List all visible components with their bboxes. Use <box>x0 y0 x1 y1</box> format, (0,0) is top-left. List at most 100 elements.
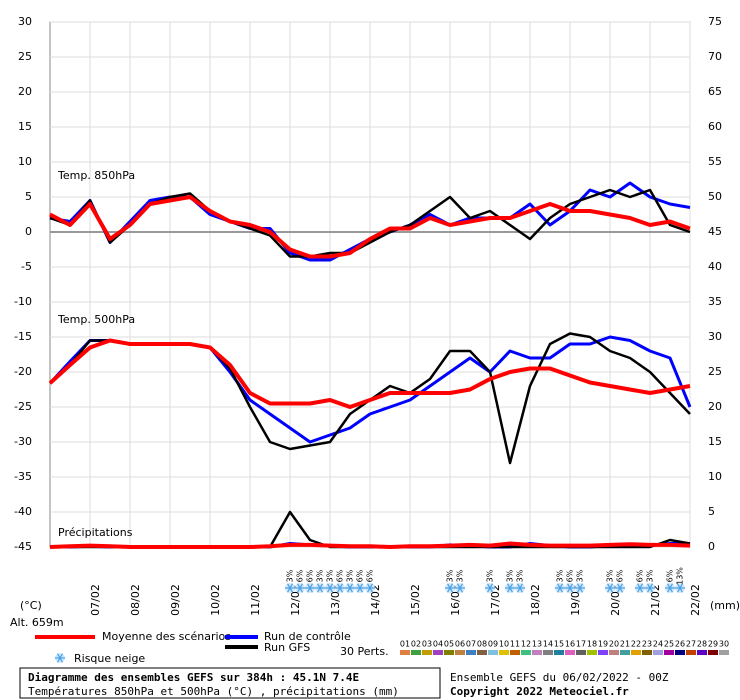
chart-subtitle: Températures 850hPa et 500hPa (°C) , pré… <box>28 685 399 698</box>
y2-tick-label: 10 <box>708 470 722 483</box>
snow-marker <box>455 583 465 593</box>
snowflake-arm <box>576 583 584 593</box>
pert-label: 26 <box>675 640 685 649</box>
snowflake-arm <box>446 583 454 593</box>
y-tick-label: 10 <box>18 155 32 168</box>
snow-marker <box>365 583 375 593</box>
x-tick-label: 22/02 <box>689 584 702 616</box>
snow-marker <box>445 583 455 593</box>
pert-label: 08 <box>477 640 487 649</box>
pert-label: 23 <box>642 640 652 649</box>
pert-label: 14 <box>543 640 553 649</box>
legend-label: Run de contrôle <box>264 630 351 643</box>
y-tick-label: -40 <box>14 505 32 518</box>
pert-swatch <box>455 650 465 655</box>
snow-label: 6% <box>616 569 625 582</box>
pert-label: 04 <box>433 640 443 649</box>
snow-label: 3% <box>516 569 525 582</box>
pert-swatch <box>631 650 641 655</box>
snow-label: 3% <box>606 569 615 582</box>
pert-swatch <box>488 650 498 655</box>
snowflake-arm <box>306 583 314 593</box>
snow-marker <box>295 583 305 593</box>
snow-label: 6% <box>636 569 645 582</box>
pert-swatch <box>543 650 553 655</box>
pert-swatch <box>609 650 619 655</box>
pert-swatch <box>653 650 663 655</box>
copyright: Copyright 2022 Meteociel.fr <box>450 685 629 698</box>
y-tick-label: -30 <box>14 435 32 448</box>
pert-label: 25 <box>664 640 674 649</box>
y-unit: (°C) <box>20 599 42 612</box>
legend-label: Moyenne des scénarios <box>102 630 231 643</box>
snow-marker <box>325 583 335 593</box>
x-tick-label: 15/02 <box>409 584 422 616</box>
pert-label: 18 <box>587 640 597 649</box>
pert-swatch <box>598 650 608 655</box>
pert-label: 11 <box>510 640 520 649</box>
pert-swatch <box>664 650 674 655</box>
title-box <box>19 667 441 699</box>
snow-label: 13% <box>676 567 685 585</box>
snow-marker <box>335 583 345 593</box>
snowflake-arm <box>606 583 614 593</box>
pert-label: 16 <box>565 640 575 649</box>
series-line <box>48 338 691 409</box>
x-tick-label: 09/02 <box>169 584 182 616</box>
y2-tick-label: 20 <box>708 400 722 413</box>
x-tick-label: 10/02 <box>209 584 222 616</box>
snowflake-arm <box>456 583 464 593</box>
y-tick-label: 15 <box>18 120 32 133</box>
y-tick-label: -25 <box>14 400 32 413</box>
snow-label: 3% <box>486 569 495 582</box>
y2-tick-label: 0 <box>708 540 715 553</box>
pert-swatch <box>422 650 432 655</box>
y2-tick-label: 30 <box>708 330 722 343</box>
y2-tick-label: 25 <box>708 365 722 378</box>
snow-label: 6% <box>306 569 315 582</box>
chart-title: Diagramme des ensembles GEFS sur 384h : … <box>28 671 359 684</box>
snow-marker <box>355 583 365 593</box>
series-line <box>49 195 691 259</box>
pert-label: 15 <box>554 640 564 649</box>
snowflake-arm <box>286 583 294 593</box>
pert-swatch <box>642 650 652 655</box>
y2-tick-label: 50 <box>708 190 722 203</box>
pert-swatch <box>697 650 707 655</box>
pert-swatch <box>521 650 531 655</box>
pert-label: 20 <box>609 640 619 649</box>
pert-label: 28 <box>697 640 707 649</box>
snow-marker <box>605 583 615 593</box>
pert-swatch <box>587 650 597 655</box>
snow-marker <box>505 583 515 593</box>
pert-label: 01 <box>400 640 410 649</box>
pert-swatch <box>719 650 729 655</box>
snow-marker <box>615 583 625 593</box>
x-tick-label: 11/02 <box>249 584 262 616</box>
snowflake-arm <box>516 583 524 593</box>
snowflake-arm <box>616 583 624 593</box>
snowflake-arm <box>366 583 374 593</box>
pert-label: 12 <box>521 640 531 649</box>
snow-marker <box>305 583 315 593</box>
snow-label: 3% <box>346 569 355 582</box>
y-tick-label: 30 <box>18 15 32 28</box>
x-tick-label: 18/02 <box>529 584 542 616</box>
pert-swatch <box>444 650 454 655</box>
snowflake-arm <box>336 583 344 593</box>
y-tick-label: -20 <box>14 365 32 378</box>
pert-label: 13 <box>532 640 542 649</box>
snow-marker <box>675 583 685 593</box>
pert-label: 07 <box>466 640 476 649</box>
snow-label: 3% <box>326 569 335 582</box>
snow-label: 3% <box>446 569 455 582</box>
legend-label: Run GFS <box>264 641 310 654</box>
pert-label: 09 <box>488 640 498 649</box>
snow-label: 3% <box>556 569 565 582</box>
pert-swatch <box>620 650 630 655</box>
snow-marker <box>635 583 645 593</box>
source: Ensemble GEFS du 06/02/2022 - 00Z <box>450 671 669 684</box>
snowflake-arm <box>646 583 654 593</box>
snow-marker <box>485 583 495 593</box>
